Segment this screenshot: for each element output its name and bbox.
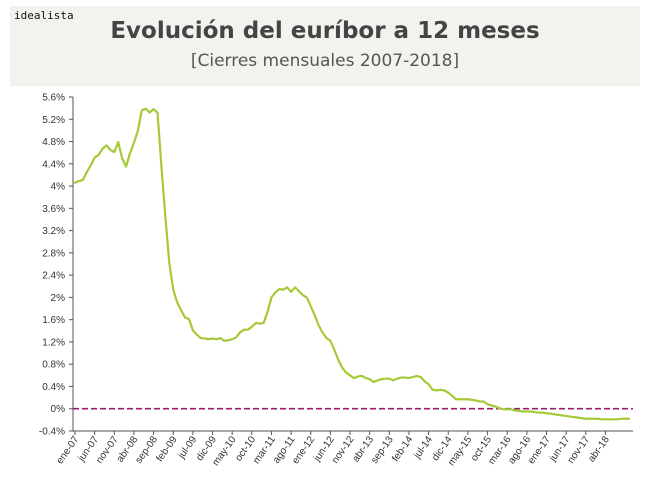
x-tick-label: abr-18 [586, 434, 612, 464]
euribor-series-line [73, 107, 631, 421]
y-tick-label: 2% [51, 293, 66, 304]
y-tick-label: 2.4% [42, 271, 65, 282]
x-tick-label: feb-09 [154, 434, 180, 464]
chart-header: idealista Evolución del euríbor a 12 mes… [10, 6, 640, 86]
series-group [73, 107, 631, 421]
y-tick-label: 1.6% [42, 315, 65, 326]
y-tick-label: 5.2% [42, 115, 65, 126]
y-tick-label: 3.6% [42, 204, 65, 215]
y-tick-label: 0% [51, 404, 66, 415]
y-tick-label: 3.2% [42, 226, 65, 237]
chart-subtitle: [Cierres mensuales 2007-2018] [190, 51, 460, 71]
x-axis: ene-07jun-07nov-07abr-08sep-08feb-09jul-… [55, 430, 633, 468]
y-tick-label: 0.4% [42, 382, 65, 393]
y-tick-label: 4.4% [42, 159, 65, 170]
y-tick-label: 4.8% [42, 137, 65, 148]
y-tick-label: 2.8% [42, 248, 65, 259]
y-tick-label: 0.8% [42, 360, 65, 371]
x-tick-label: ene-07 [55, 434, 82, 466]
brand-logo: idealista [14, 9, 74, 22]
x-tick-label: feb-14 [390, 434, 416, 464]
y-tick-label: -0.4% [39, 427, 65, 438]
y-tick-label: 5.6% [42, 93, 65, 104]
chart-title: Evolución del euríbor a 12 meses [110, 18, 540, 44]
y-tick-label: 1.2% [42, 337, 65, 348]
y-tick-label: 4% [51, 182, 66, 193]
y-axis: 5.6% 5.2% 4.8% 4.4% 4% 3.6% 3.2% 2.8% 2.4% 2% 1.6%… [39, 93, 74, 438]
